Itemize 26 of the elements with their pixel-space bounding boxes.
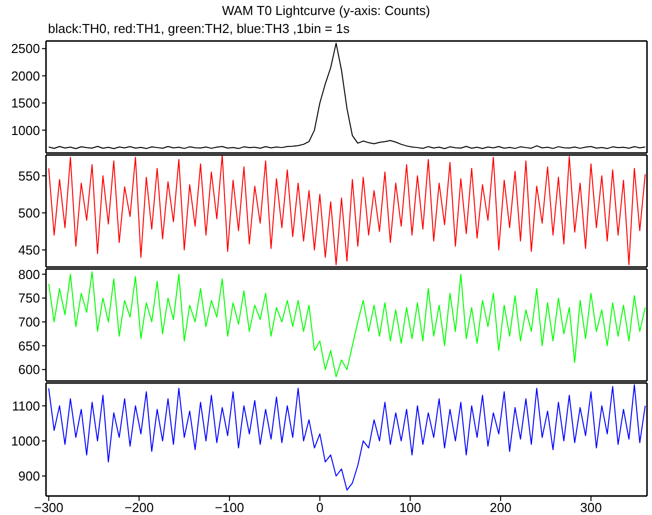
- y-tick-label: 2000: [11, 68, 40, 84]
- y-tick-label: 1500: [11, 96, 40, 111]
- x-tick-label: 300: [580, 500, 602, 515]
- y-tick-label: 550: [18, 168, 40, 184]
- chart-subtitle: black:TH0, red:TH1, green:TH2, blue:TH3 ,1bin = 1s: [48, 21, 350, 36]
- y-tick-label: 1000: [11, 434, 40, 449]
- y-tick-label: 750: [18, 290, 40, 306]
- x-tick-label: −200: [124, 500, 154, 515]
- y-tick-label: 650: [18, 338, 40, 354]
- x-tick-label: 200: [490, 500, 512, 515]
- chart-title: WAM T0 Lightcurve (y-axis: Counts): [220, 3, 432, 18]
- y-tick-label: 800: [18, 266, 40, 282]
- y-tick-label: 900: [18, 468, 40, 484]
- y-tick-label: 2500: [11, 41, 40, 56]
- y-tick-label: 700: [18, 314, 40, 330]
- y-tick-label: 1100: [12, 398, 40, 414]
- x-tick-label: 0: [316, 500, 324, 515]
- y-tick-label: 1000: [11, 122, 40, 138]
- line-series: [48, 271, 646, 378]
- x-tick-label: 100: [399, 500, 422, 515]
- y-tick-label: 500: [18, 205, 40, 220]
- x-tick-label: −100: [214, 500, 244, 515]
- y-tick-label: 600: [18, 362, 40, 378]
- y-tick-label: 450: [18, 242, 40, 258]
- x-tick-label: −300: [34, 500, 64, 515]
- line-series: [48, 42, 646, 150]
